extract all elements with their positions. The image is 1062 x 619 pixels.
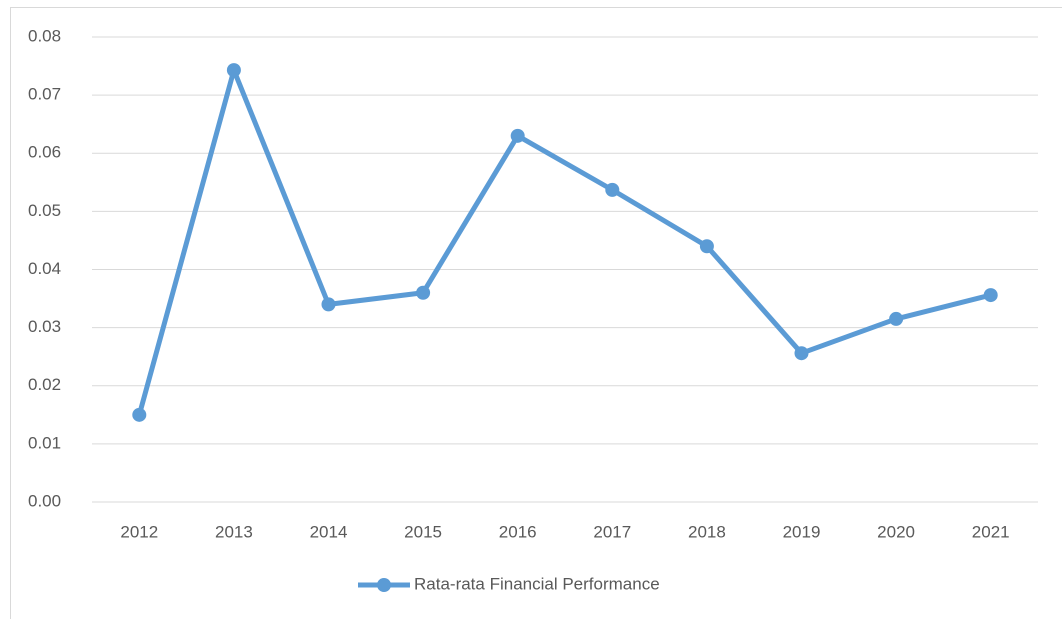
x-tick-label: 2015: [404, 522, 442, 541]
series-line: [136, 67, 992, 416]
data-point: [321, 297, 336, 312]
data-point: [889, 311, 904, 326]
data-point: [699, 239, 714, 254]
x-tick-label: 2016: [499, 522, 537, 541]
x-tick-label: 2014: [310, 522, 348, 541]
x-tick-label: 2021: [972, 522, 1010, 541]
chart-border: [10, 7, 1062, 619]
data-point: [416, 285, 431, 300]
data-point: [132, 407, 147, 422]
data-point: [605, 182, 620, 197]
data-point: [510, 128, 525, 143]
data-point: [226, 63, 241, 78]
x-tick-label: 2020: [877, 522, 915, 541]
x-tick-label: 2012: [120, 522, 158, 541]
y-tick-label: 0.01: [28, 433, 61, 452]
x-tick-label: 2018: [688, 522, 726, 541]
legend-label: Rata-rata Financial Performance: [414, 574, 660, 593]
y-tick-label: 0.06: [28, 143, 61, 162]
x-tick-label: 2019: [783, 522, 821, 541]
data-point: [794, 346, 809, 361]
y-tick-label: 0.00: [28, 491, 61, 510]
legend-marker: [377, 578, 391, 592]
y-tick-label: 0.04: [28, 259, 61, 278]
y-tick-label: 0.02: [28, 375, 61, 394]
y-tick-label: 0.03: [28, 317, 61, 336]
y-tick-label: 0.05: [28, 201, 61, 220]
x-tick-label: 2013: [215, 522, 253, 541]
y-tick-label: 0.08: [28, 26, 61, 45]
data-point: [983, 288, 998, 303]
y-tick-label: 0.07: [28, 85, 61, 104]
x-tick-label: 2017: [593, 522, 631, 541]
